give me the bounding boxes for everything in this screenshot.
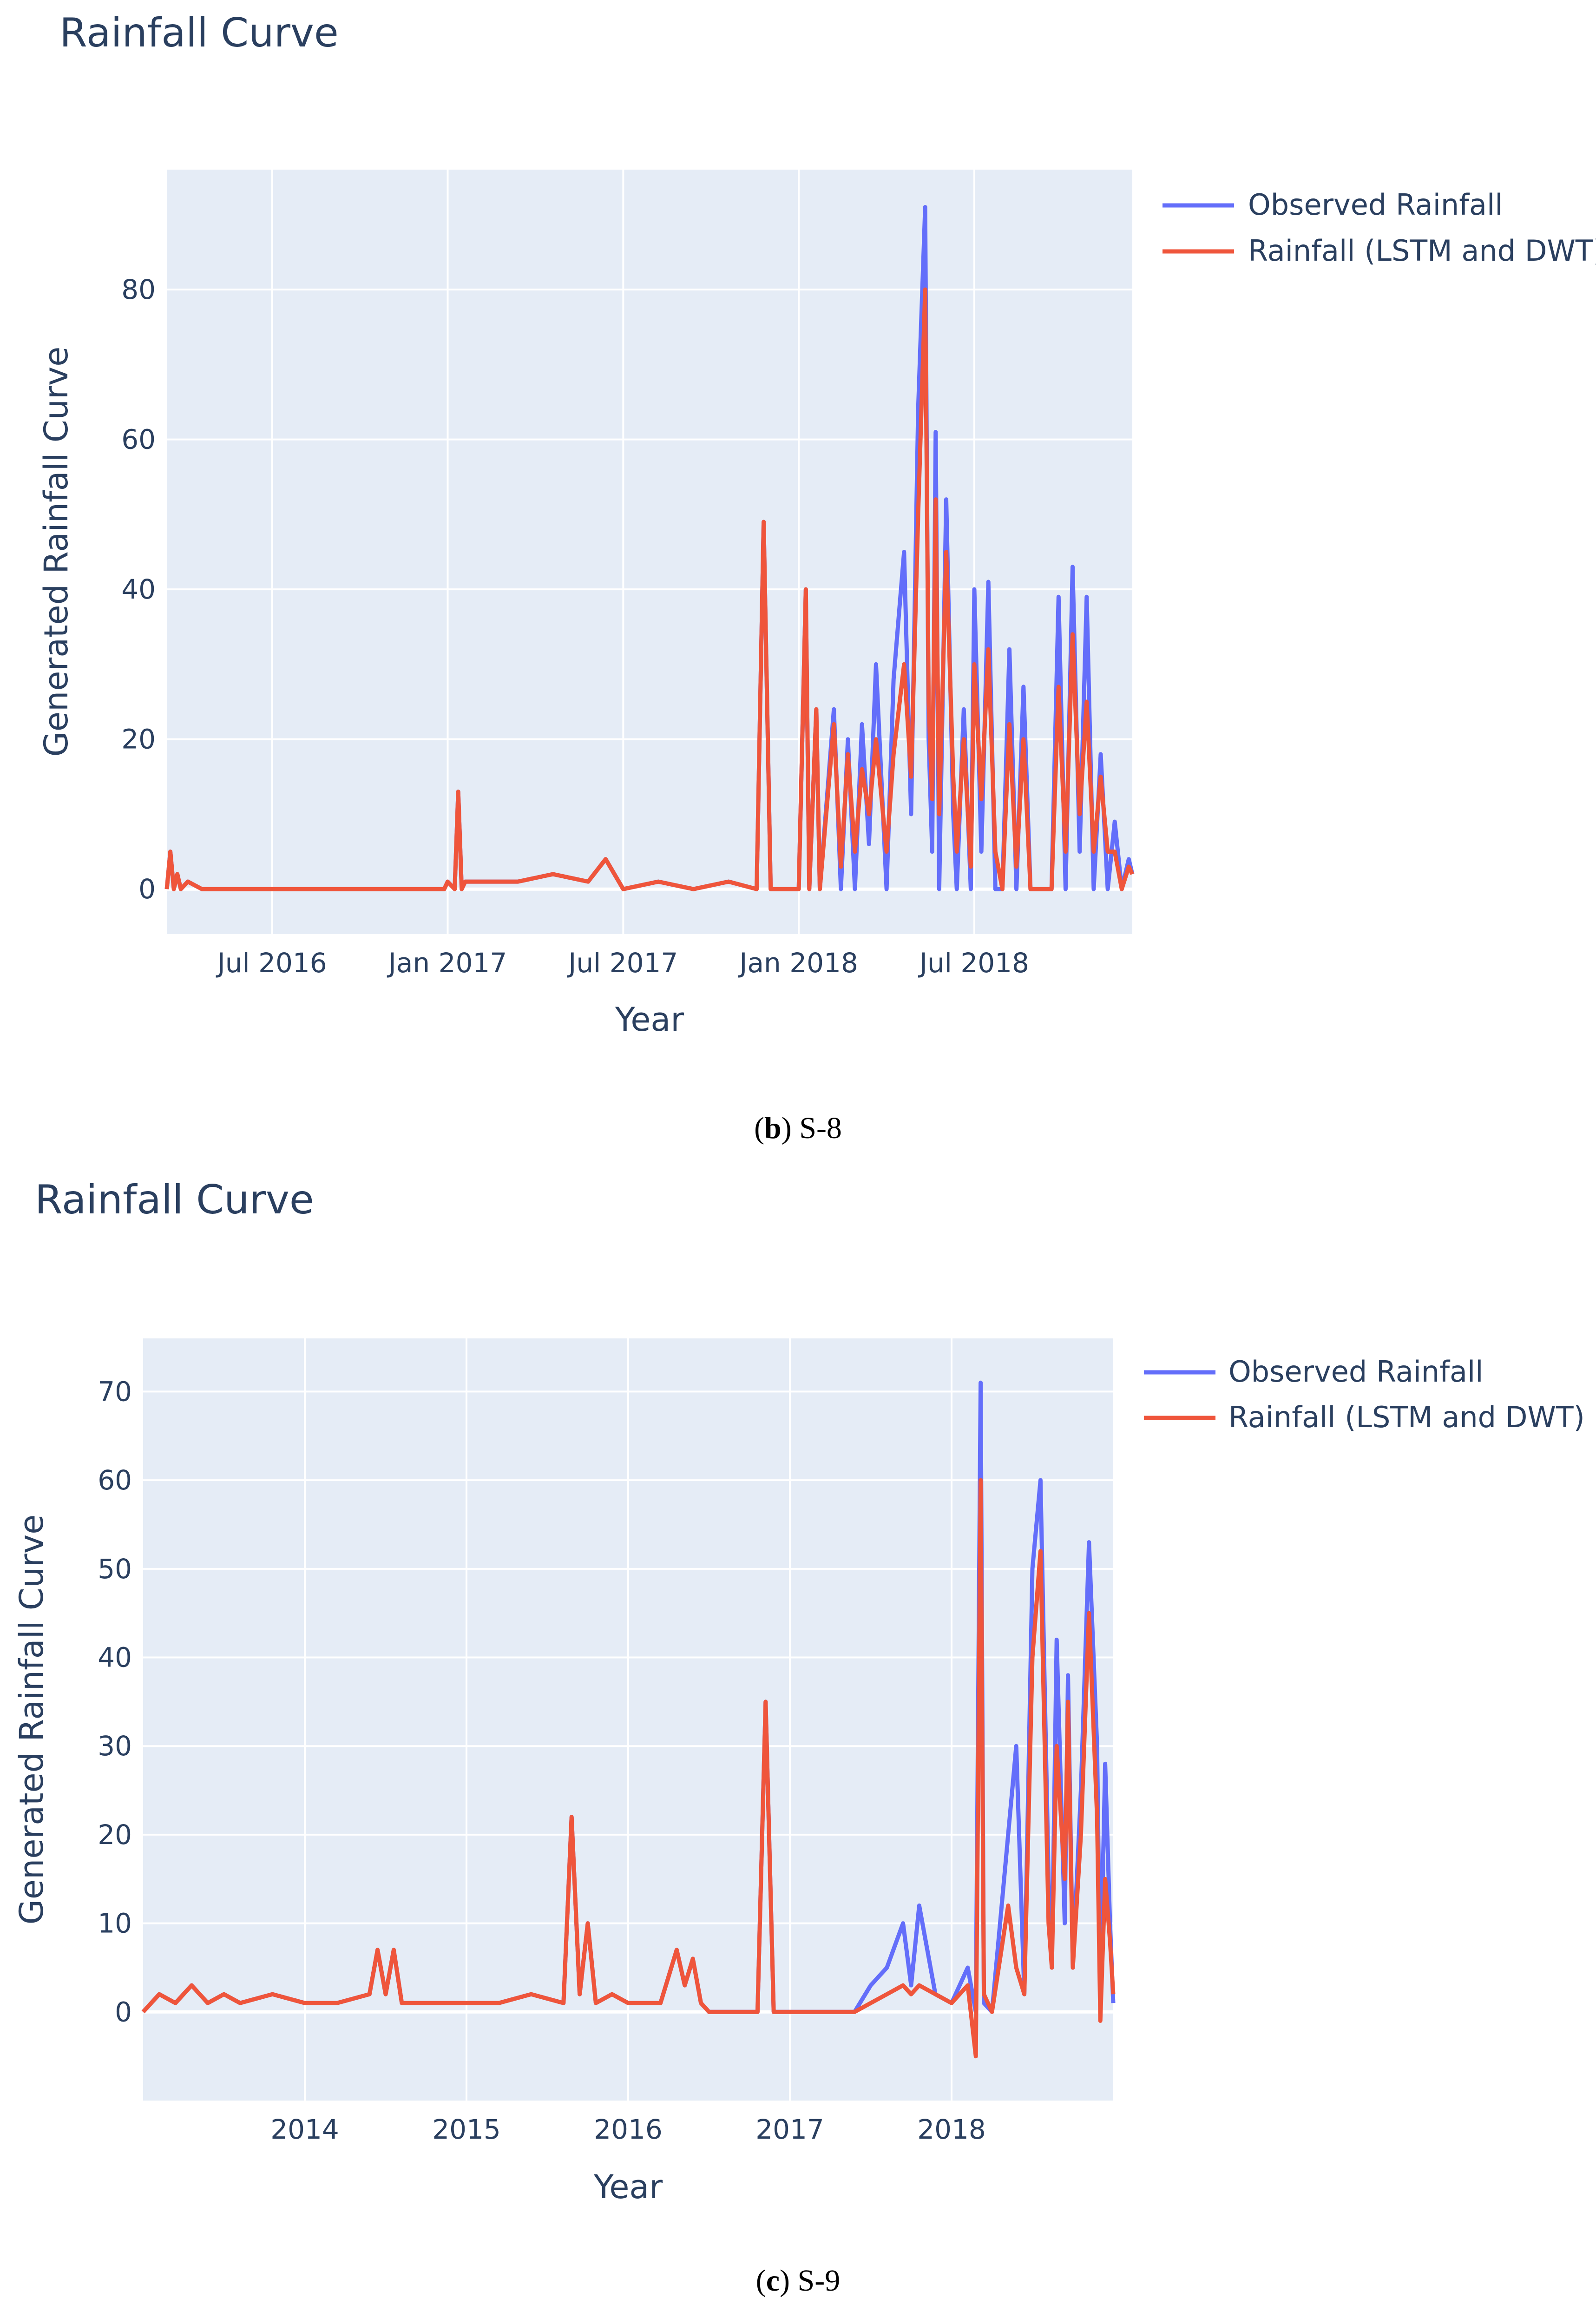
y-tick-label: 40 [121,573,156,605]
x-tick-label: 2018 [917,2114,986,2145]
x-tick-label: Jan 2017 [387,947,507,979]
caption-text: S-8 [799,1111,842,1145]
y-tick-label: 30 [98,1730,132,1762]
x-tick-label: 2016 [594,2114,663,2145]
x-tick-label: 2014 [270,2114,339,2145]
chart-title: Rainfall Curve [59,10,339,56]
y-tick-label: 20 [121,724,156,755]
caption-s8: (b) S-8 [754,1111,842,1145]
grid-y [143,1390,1113,2014]
legend-label-predicted[interactable]: Rainfall (LSTM and DWT) [1248,234,1596,268]
x-tick-labels: 2014 2015 2016 2017 2018 [270,2114,986,2145]
y-tick-label: 60 [121,424,156,455]
x-tick-labels: Jul 2016 Jan 2017 Jul 2017 Jan 2018 Jul 2018 [216,947,1029,979]
series-lines [141,1380,1116,2059]
x-tick-label: Jul 2016 [216,947,327,979]
x-tick-label: 2015 [432,2114,501,2145]
x-axis-label: Year [615,1001,684,1039]
legend-label-observed[interactable]: Observed Rainfall [1228,1355,1484,1389]
x-tick-label: Jul 2017 [567,947,678,979]
y-tick-label: 40 [98,1642,132,1673]
y-tick-label: 70 [98,1376,132,1407]
caption-letter: c [766,2264,780,2298]
y-tick-labels: 0 10 20 30 40 50 60 70 [98,1376,132,2028]
x-axis-label: Year [593,2168,663,2206]
series-predicted-line [164,287,1135,891]
plot-area [167,170,1132,934]
y-tick-labels: 0 20 40 60 80 [121,274,156,905]
x-tick-label: 2017 [755,2114,824,2145]
x-tick-label: Jul 2018 [918,947,1029,979]
y-axis-label: Generated Rainfall Curve [37,347,75,757]
y-tick-label: 50 [98,1553,132,1585]
x-tick-label: Jan 2018 [738,947,858,979]
caption-letter: b [764,1111,782,1145]
caption-text: S-9 [797,2264,841,2298]
y-tick-label: 10 [98,1908,132,1939]
y-tick-label: 20 [98,1819,132,1851]
y-tick-label: 80 [121,274,156,305]
legend-label-predicted[interactable]: Rainfall (LSTM and DWT) [1228,1400,1585,1434]
y-tick-label: 0 [138,873,156,905]
grid-x [304,1338,952,2101]
legend-label-observed[interactable]: Observed Rainfall [1248,188,1503,222]
y-tick-label: 0 [115,1996,132,2028]
legend[interactable]: Observed Rainfall Rainfall (LSTM and DWT… [1163,188,1596,268]
series-predicted-line [141,1478,1116,2059]
chart-s8: Rainfall Curve 0 20 40 60 80 Jul 2016 Jan 201… [37,10,1596,1039]
legend[interactable]: Observed Rainfall Rainfall (LSTM and DWT… [1144,1355,1585,1434]
y-tick-label: 60 [98,1464,132,1496]
caption-s9: (c) S-9 [755,2264,841,2298]
chart-title: Rainfall Curve [35,1177,314,1223]
y-axis-label: Generated Rainfall Curve [13,1515,51,1925]
series-lines [164,205,1135,891]
